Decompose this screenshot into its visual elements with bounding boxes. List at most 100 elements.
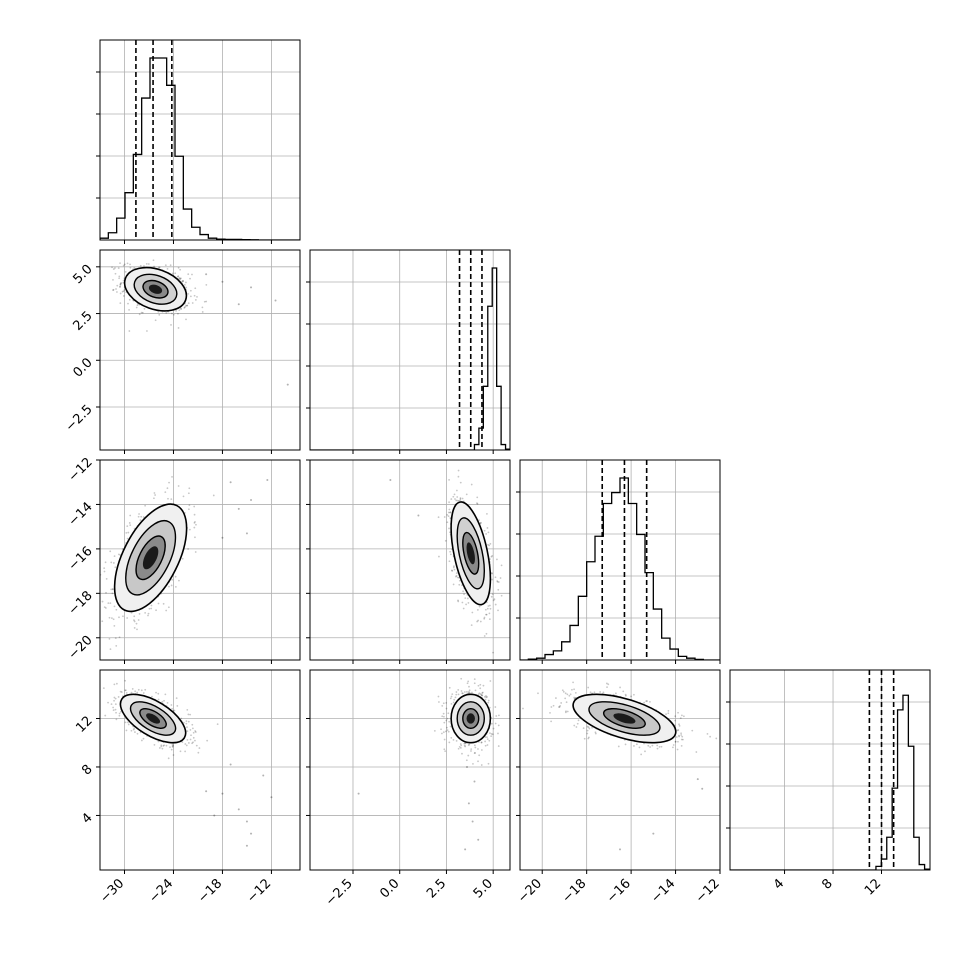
sample-point [649, 746, 652, 748]
sample-point [111, 592, 114, 595]
sample-point [638, 746, 641, 749]
sample-point [103, 567, 106, 570]
sample-point [122, 281, 125, 284]
sample-point [170, 312, 173, 315]
outlier-point [237, 507, 240, 510]
sample-point [138, 513, 140, 515]
sample-point [496, 580, 499, 582]
outlier-point [205, 790, 208, 793]
sample-point [157, 266, 160, 269]
sample-point [180, 308, 183, 310]
sample-point [606, 686, 608, 688]
sample-point [476, 496, 479, 499]
sample-point [676, 748, 679, 751]
sample-point [444, 750, 447, 753]
sample-point [569, 693, 572, 696]
sample-point [107, 701, 109, 704]
sample-point [179, 750, 182, 753]
sample-point [500, 564, 503, 567]
sample-point [472, 762, 474, 765]
sample-point [674, 719, 677, 722]
sample-point [568, 694, 571, 697]
sample-point [588, 727, 591, 730]
x-tick-label: 5.0 [471, 876, 496, 901]
sample-point [489, 680, 492, 682]
sample-point [144, 504, 147, 507]
sample-point [183, 306, 186, 309]
x-tick-label: 12 [862, 876, 884, 898]
sample-point [113, 555, 116, 557]
sample-point [476, 502, 478, 505]
sample-point [143, 307, 146, 310]
sample-point [486, 736, 488, 739]
sample-point [157, 692, 160, 695]
sample-point [133, 619, 135, 622]
sample-point [446, 513, 449, 516]
sample-point [449, 550, 452, 553]
sample-point [126, 537, 129, 540]
sample-point [476, 620, 479, 623]
sample-point [167, 757, 170, 760]
sample-point [461, 601, 464, 604]
sample-point [446, 521, 449, 524]
sample-point [599, 691, 602, 693]
x-tick-label: 0.0 [377, 876, 402, 901]
axes-frame [99, 669, 301, 871]
sample-point [194, 299, 197, 301]
sample-point [477, 760, 479, 763]
sample-point [478, 519, 480, 522]
sample-point [433, 729, 436, 732]
sample-point [98, 605, 100, 607]
sample-point [194, 287, 197, 290]
sample-point [605, 682, 608, 685]
sample-point [181, 280, 184, 283]
sample-point [573, 688, 575, 691]
sample-point [489, 732, 491, 735]
sample-point [134, 690, 137, 693]
sample-point [463, 691, 466, 693]
sample-point [467, 754, 470, 757]
sample-point [174, 575, 177, 578]
sample-point [121, 290, 124, 293]
sample-point [468, 743, 471, 746]
axes-frame [99, 459, 301, 661]
sample-point [446, 726, 448, 729]
sample-point [187, 548, 190, 550]
x-tick-label: −16 [604, 876, 634, 906]
sample-point [488, 618, 491, 621]
sample-point [114, 708, 117, 711]
sample-point [187, 292, 189, 295]
sample-point [441, 715, 444, 718]
outlier-point [467, 802, 470, 805]
sample-point [565, 701, 568, 704]
sample-point [95, 609, 97, 611]
sample-point [158, 313, 161, 316]
sample-point [490, 733, 493, 735]
sample-point [114, 637, 117, 640]
sample-point [497, 609, 499, 612]
sample-point [455, 691, 458, 693]
sample-point [494, 722, 497, 725]
sample-point [478, 754, 481, 757]
sample-point [622, 690, 625, 693]
sample-point [681, 738, 684, 741]
sample-point [624, 694, 627, 697]
outlier-point [237, 808, 240, 811]
sample-point [484, 740, 487, 743]
sample-point [498, 714, 500, 717]
sample-point [171, 707, 174, 710]
sample-point [115, 644, 118, 647]
sample-point [182, 495, 185, 498]
sample-point [188, 487, 191, 490]
sample-point [447, 515, 450, 518]
sample-point [187, 508, 190, 511]
sample-point [127, 302, 129, 305]
sample-point [440, 728, 442, 731]
sample-point [183, 284, 186, 286]
y-tick-label: −14 [66, 499, 96, 529]
sample-point [462, 590, 464, 593]
sample-point [179, 307, 182, 310]
sample-point [455, 574, 458, 577]
sample-point [681, 735, 684, 738]
sample-point [486, 607, 489, 610]
